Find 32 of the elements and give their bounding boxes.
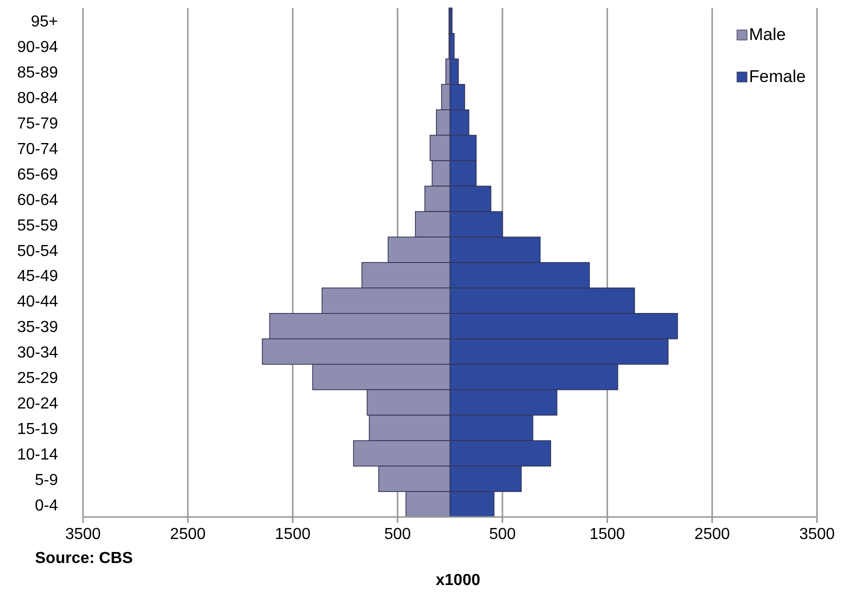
y-tick-label: 65-69 [17, 166, 58, 184]
x-tick-label: 3500 [799, 526, 835, 543]
legend-label: Male [749, 25, 786, 44]
y-tick-label: 35-39 [17, 319, 58, 336]
y-tick-label: 20-24 [17, 395, 58, 412]
y-tick-label: 70-74 [17, 140, 58, 158]
y-tick-label: 80-84 [17, 90, 58, 108]
y-tick-label: 0-4 [34, 497, 58, 514]
y-tick-label: 90-94 [17, 39, 58, 56]
y-tick-label: 50-54 [17, 242, 58, 260]
x-tick-label: 500 [384, 526, 412, 543]
y-tick-label: 5-9 [34, 472, 58, 489]
y-tick-label: 85-89 [17, 64, 58, 82]
legend-label: Female [749, 67, 806, 86]
y-tick-label: 25-29 [17, 370, 58, 388]
x-tick-label: 1500 [274, 526, 311, 543]
y-tick-label: 30-34 [17, 344, 58, 362]
x-tick-label: 3500 [65, 526, 101, 543]
x-tick-label: 500 [489, 526, 516, 543]
y-tick-label: 95+ [30, 14, 58, 31]
y-tick-label: 75-79 [17, 116, 58, 133]
x-tick-label: 2500 [170, 526, 206, 543]
y-tick-label: 40-44 [17, 294, 58, 311]
x-axis-title: x1000 [436, 572, 480, 589]
y-tick-label: 55-59 [17, 217, 58, 234]
x-tick-label: 2500 [694, 526, 730, 543]
x-tick-label: 1500 [589, 526, 626, 543]
source-note: Source: CBS [35, 550, 134, 567]
y-tick-label: 60-64 [17, 192, 58, 209]
y-tick-label: 45-49 [17, 268, 58, 286]
y-tick-label: 10-14 [17, 446, 58, 464]
y-tick-label: 15-19 [17, 420, 58, 438]
